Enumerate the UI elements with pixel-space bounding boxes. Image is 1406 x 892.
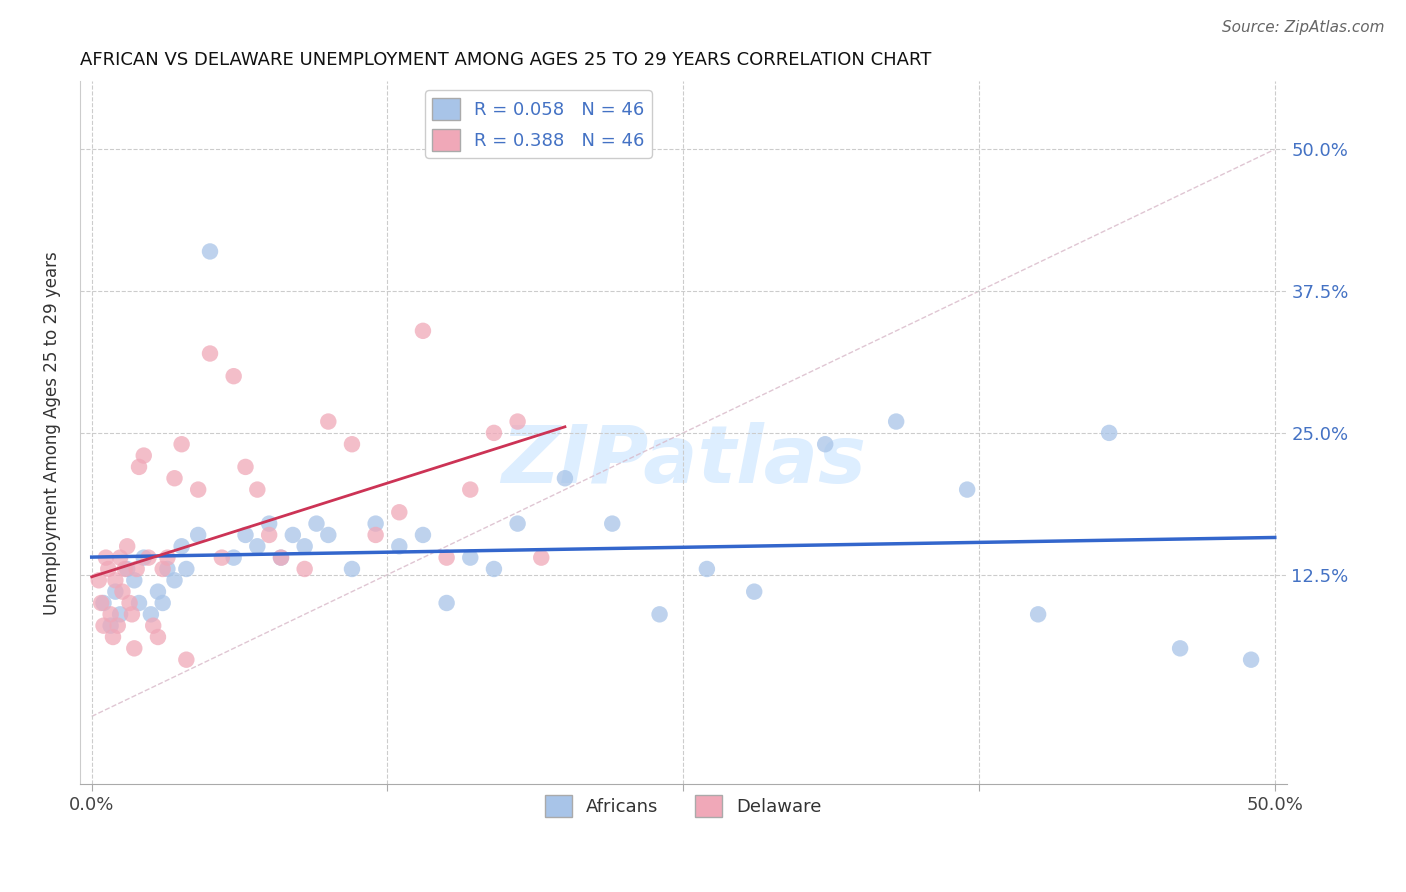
Point bbox=[956, 483, 979, 497]
Point bbox=[118, 596, 141, 610]
Point bbox=[198, 346, 221, 360]
Point bbox=[93, 618, 115, 632]
Point bbox=[294, 562, 316, 576]
Point bbox=[187, 483, 209, 497]
Point bbox=[458, 550, 481, 565]
Point bbox=[170, 539, 193, 553]
Y-axis label: Unemployment Among Ages 25 to 29 years: Unemployment Among Ages 25 to 29 years bbox=[44, 251, 60, 615]
Point bbox=[100, 607, 122, 622]
Point bbox=[132, 550, 155, 565]
Point bbox=[318, 415, 340, 429]
Point bbox=[388, 505, 411, 519]
Text: AFRICAN VS DELAWARE UNEMPLOYMENT AMONG AGES 25 TO 29 YEARS CORRELATION CHART: AFRICAN VS DELAWARE UNEMPLOYMENT AMONG A… bbox=[80, 51, 931, 69]
Point bbox=[176, 653, 198, 667]
Point bbox=[152, 562, 174, 576]
Point bbox=[1098, 425, 1121, 440]
Point bbox=[340, 437, 363, 451]
Point bbox=[814, 437, 837, 451]
Point bbox=[132, 449, 155, 463]
Point bbox=[156, 550, 179, 565]
Point bbox=[294, 539, 316, 553]
Point bbox=[246, 539, 269, 553]
Point bbox=[111, 584, 134, 599]
Point bbox=[176, 562, 198, 576]
Point bbox=[142, 618, 165, 632]
Point bbox=[93, 596, 115, 610]
Point bbox=[87, 574, 110, 588]
Point bbox=[1240, 653, 1263, 667]
Point bbox=[235, 459, 257, 474]
Point bbox=[124, 641, 146, 656]
Point bbox=[198, 244, 221, 259]
Point bbox=[412, 528, 434, 542]
Point bbox=[101, 630, 124, 644]
Point bbox=[318, 528, 340, 542]
Point bbox=[388, 539, 411, 553]
Point bbox=[530, 550, 553, 565]
Point bbox=[696, 562, 718, 576]
Point bbox=[170, 437, 193, 451]
Point bbox=[114, 562, 136, 576]
Point bbox=[506, 415, 529, 429]
Point bbox=[108, 550, 131, 565]
Point bbox=[107, 618, 129, 632]
Text: Source: ZipAtlas.com: Source: ZipAtlas.com bbox=[1222, 20, 1385, 35]
Text: ZIPatlas: ZIPatlas bbox=[501, 422, 866, 500]
Point bbox=[121, 607, 143, 622]
Point bbox=[138, 550, 160, 565]
Point bbox=[257, 528, 280, 542]
Point bbox=[305, 516, 328, 531]
Point bbox=[364, 516, 387, 531]
Point bbox=[146, 584, 169, 599]
Point bbox=[115, 562, 138, 576]
Point bbox=[163, 471, 186, 485]
Point bbox=[436, 550, 458, 565]
Point bbox=[163, 574, 186, 588]
Point bbox=[482, 425, 505, 440]
Point bbox=[115, 539, 138, 553]
Point bbox=[1168, 641, 1191, 656]
Point bbox=[884, 415, 907, 429]
Point bbox=[648, 607, 671, 622]
Point bbox=[222, 369, 245, 384]
Point bbox=[94, 550, 117, 565]
Point bbox=[235, 528, 257, 542]
Point bbox=[270, 550, 292, 565]
Point bbox=[506, 516, 529, 531]
Point bbox=[482, 562, 505, 576]
Point bbox=[600, 516, 623, 531]
Point bbox=[742, 584, 765, 599]
Point bbox=[246, 483, 269, 497]
Point bbox=[100, 618, 122, 632]
Point bbox=[125, 562, 148, 576]
Point bbox=[128, 459, 150, 474]
Point bbox=[458, 483, 481, 497]
Legend: Africans, Delaware: Africans, Delaware bbox=[537, 789, 830, 824]
Point bbox=[124, 574, 146, 588]
Point bbox=[146, 630, 169, 644]
Point bbox=[104, 584, 127, 599]
Point bbox=[1026, 607, 1049, 622]
Point bbox=[270, 550, 292, 565]
Point bbox=[97, 562, 120, 576]
Point bbox=[90, 596, 112, 610]
Point bbox=[104, 574, 127, 588]
Point bbox=[128, 596, 150, 610]
Point bbox=[222, 550, 245, 565]
Point bbox=[412, 324, 434, 338]
Point bbox=[281, 528, 304, 542]
Point bbox=[364, 528, 387, 542]
Point bbox=[211, 550, 233, 565]
Point bbox=[156, 562, 179, 576]
Point bbox=[187, 528, 209, 542]
Point bbox=[257, 516, 280, 531]
Point bbox=[436, 596, 458, 610]
Point bbox=[139, 607, 162, 622]
Point bbox=[554, 471, 576, 485]
Point bbox=[152, 596, 174, 610]
Point bbox=[108, 607, 131, 622]
Point bbox=[340, 562, 363, 576]
